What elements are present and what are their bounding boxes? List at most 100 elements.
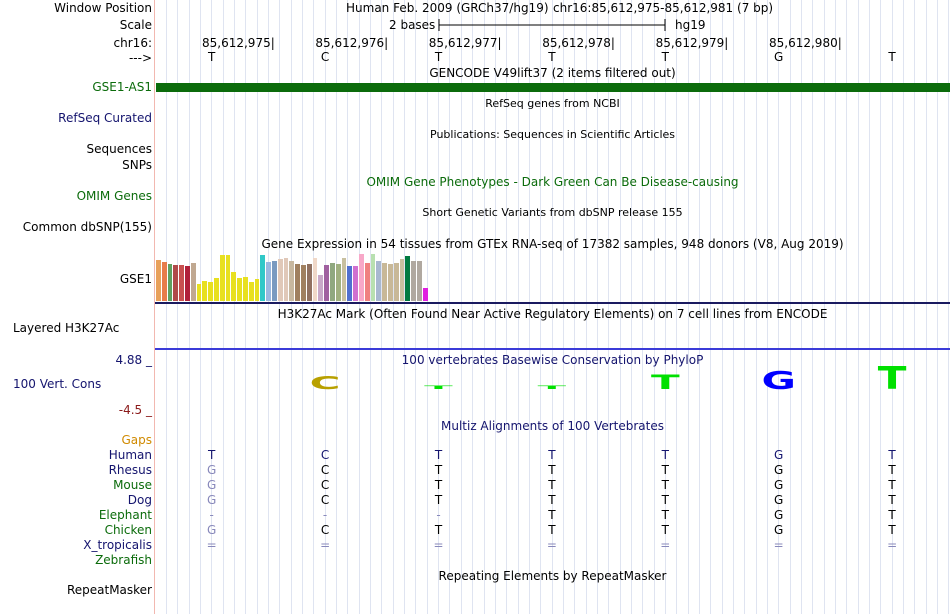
grid-line bbox=[189, 0, 190, 614]
gtex-tissue-bar[interactable] bbox=[219, 255, 225, 301]
gtex-tissue-bar[interactable] bbox=[248, 282, 254, 301]
strand-label: ---> bbox=[128, 51, 152, 65]
repeatmasker-track-label[interactable]: RepeatMasker bbox=[66, 583, 152, 597]
species-label: Dog bbox=[127, 493, 152, 507]
gtex-tissue-bar[interactable] bbox=[347, 266, 353, 301]
grid-line bbox=[824, 0, 825, 614]
gtex-tissue-bar[interactable] bbox=[353, 266, 358, 301]
cons-logo-letter: T bbox=[878, 360, 907, 396]
gtex-tissue-bar[interactable] bbox=[214, 278, 219, 301]
aligned-base: = bbox=[433, 538, 444, 552]
gtex-tissue-bar[interactable] bbox=[364, 263, 370, 301]
gtex-tissue-bar[interactable] bbox=[179, 265, 184, 301]
gtex-tissue-bar[interactable] bbox=[318, 275, 324, 301]
grid-line bbox=[234, 0, 235, 614]
gtex-tissue-bar[interactable] bbox=[231, 272, 237, 301]
aligned-base: - bbox=[436, 508, 441, 522]
gtex-tissue-bar[interactable] bbox=[254, 279, 260, 301]
species-label: Mouse bbox=[113, 478, 152, 492]
omim-track-label[interactable]: OMIM Genes bbox=[76, 189, 152, 203]
aligned-base: T bbox=[434, 448, 443, 462]
grid-line bbox=[268, 0, 269, 614]
gtex-tissue-bar[interactable] bbox=[335, 264, 341, 301]
grid-line bbox=[291, 0, 292, 614]
gtex-tissue-bar[interactable] bbox=[208, 282, 213, 301]
grid-line bbox=[484, 0, 485, 614]
grid-line bbox=[812, 0, 813, 614]
grid-line bbox=[767, 0, 768, 614]
gtex-tissue-bar[interactable] bbox=[324, 265, 329, 301]
cons-track-label[interactable]: 100 Vert. Cons bbox=[13, 377, 102, 391]
gtex-tissue-bar[interactable] bbox=[301, 265, 306, 301]
gtex-tissue-bar[interactable] bbox=[202, 281, 208, 301]
grid-line bbox=[846, 0, 847, 614]
gencode-gene-label[interactable]: GSE1-AS1 bbox=[92, 80, 152, 94]
gtex-tissue-bar[interactable] bbox=[161, 262, 167, 301]
gtex-tissue-bar[interactable] bbox=[405, 256, 411, 301]
dbsnp-track-label[interactable]: Common dbSNP(155) bbox=[22, 220, 152, 234]
gtex-tissue-bar[interactable] bbox=[283, 258, 289, 301]
chrom-label: chr16: bbox=[113, 36, 152, 50]
snps-track-label[interactable]: SNPs bbox=[122, 158, 152, 172]
gtex-tissue-bar[interactable] bbox=[272, 261, 277, 301]
gtex-tissue-bar[interactable] bbox=[225, 255, 231, 301]
cons-logo-letter: T bbox=[538, 385, 568, 390]
gtex-tissue-bar[interactable] bbox=[173, 265, 179, 301]
h3k27ac-track-label[interactable]: Layered H3K27Ac bbox=[13, 321, 120, 335]
gtex-tissue-bar[interactable] bbox=[266, 262, 271, 301]
gtex-tissue-bar[interactable] bbox=[295, 264, 300, 301]
dna-base: G bbox=[774, 50, 784, 64]
aligned-base: - bbox=[209, 508, 214, 522]
sequences-track-label[interactable]: Sequences bbox=[86, 142, 152, 156]
aligned-base: T bbox=[661, 493, 669, 507]
gtex-tissue-bar[interactable] bbox=[359, 254, 364, 301]
aligned-base: G bbox=[774, 523, 784, 537]
gtex-gene-label[interactable]: GSE1 bbox=[119, 272, 152, 286]
grid-line bbox=[540, 0, 541, 614]
grid-line bbox=[177, 0, 178, 614]
gtex-tissue-bar[interactable] bbox=[185, 266, 190, 301]
gencode-gene-feature[interactable] bbox=[156, 83, 950, 92]
gtex-tissue-bar[interactable] bbox=[422, 288, 428, 301]
cons-logo-letter: C bbox=[310, 373, 341, 394]
dna-base: T bbox=[548, 50, 556, 64]
gtex-tissue-bar[interactable] bbox=[306, 264, 312, 301]
grid-line bbox=[257, 0, 258, 614]
position-readout: chr16:85,612,975-85,612,981 (7 bp) bbox=[553, 1, 774, 15]
aligned-base: T bbox=[888, 478, 896, 492]
gtex-tissue-bar[interactable] bbox=[411, 261, 416, 301]
aligned-base: G bbox=[207, 493, 217, 507]
gtex-tissue-bar[interactable] bbox=[370, 254, 376, 301]
gtex-tissue-bar[interactable] bbox=[156, 260, 161, 301]
grid-line bbox=[415, 0, 416, 614]
coordinate-label: 85,612,977| bbox=[428, 36, 502, 50]
assembly-title: Human Feb. 2009 (GRCh37/hg19) bbox=[346, 1, 549, 15]
gtex-tissue-bar[interactable] bbox=[167, 264, 173, 301]
gtex-tissue-bar[interactable] bbox=[312, 258, 318, 301]
gtex-tissue-bar[interactable] bbox=[196, 284, 202, 301]
gtex-tissue-bar[interactable] bbox=[237, 278, 242, 301]
gtex-tissue-bar[interactable] bbox=[376, 261, 382, 301]
gtex-tissue-bar[interactable] bbox=[243, 277, 248, 301]
gtex-tissue-bar[interactable] bbox=[417, 261, 422, 301]
scale-text: 2 bases bbox=[389, 18, 436, 32]
gtex-tissue-bar[interactable] bbox=[388, 264, 393, 301]
grid-line bbox=[563, 0, 564, 614]
gtex-tissue-bar[interactable] bbox=[393, 263, 399, 301]
gtex-tissue-bar[interactable] bbox=[399, 259, 405, 301]
gtex-tissue-bar[interactable] bbox=[277, 259, 283, 301]
grid-line bbox=[325, 0, 326, 614]
grid-line bbox=[449, 0, 450, 614]
gtex-tissue-bar[interactable] bbox=[382, 263, 387, 301]
grid-line bbox=[926, 0, 927, 614]
refseq-track-label[interactable]: RefSeq Curated bbox=[58, 111, 152, 125]
aligned-base: G bbox=[774, 463, 784, 477]
gtex-tissue-bar[interactable] bbox=[341, 258, 347, 301]
gtex-tissue-bar[interactable] bbox=[289, 261, 295, 301]
gtex-tissue-bar[interactable] bbox=[190, 263, 196, 301]
grid-line bbox=[245, 0, 246, 614]
aligned-base: T bbox=[888, 523, 896, 537]
gtex-tissue-bar[interactable] bbox=[260, 255, 266, 301]
gtex-tissue-bar[interactable] bbox=[330, 263, 335, 301]
